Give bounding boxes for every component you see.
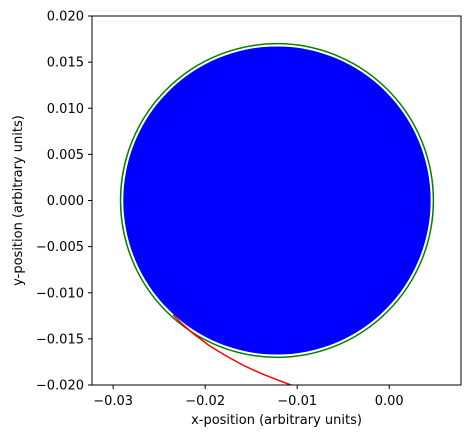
y-tick-label: 0.015 [47, 56, 84, 71]
y-tick-label: 0.005 [47, 148, 84, 163]
x-axis: −0.03 −0.02 −0.01 0.00 [93, 385, 403, 409]
y-tick-label: −0.005 [36, 240, 84, 255]
y-axis-label: y-position (arbitrary units) [11, 115, 26, 286]
x-axis-label: x-position (arbitrary units) [191, 413, 362, 428]
x-tick-label: −0.03 [93, 394, 133, 409]
y-axis: 0.020 0.015 0.010 0.005 0.000 −0.005 −0.010 −0.… [36, 10, 92, 394]
x-tick-label: −0.02 [185, 394, 225, 409]
y-tick-label: −0.010 [36, 286, 84, 301]
y-tick-label: 0.010 [47, 102, 84, 117]
y-tick-label: 0.020 [47, 10, 84, 25]
filled-disc-mark [123, 46, 430, 354]
x-tick-label: −0.01 [277, 394, 317, 409]
y-tick-label: −0.020 [36, 379, 84, 394]
y-tick-label: −0.015 [36, 332, 84, 347]
y-tick-label: 0.000 [47, 194, 84, 209]
x-tick-label: 0.00 [375, 394, 404, 409]
